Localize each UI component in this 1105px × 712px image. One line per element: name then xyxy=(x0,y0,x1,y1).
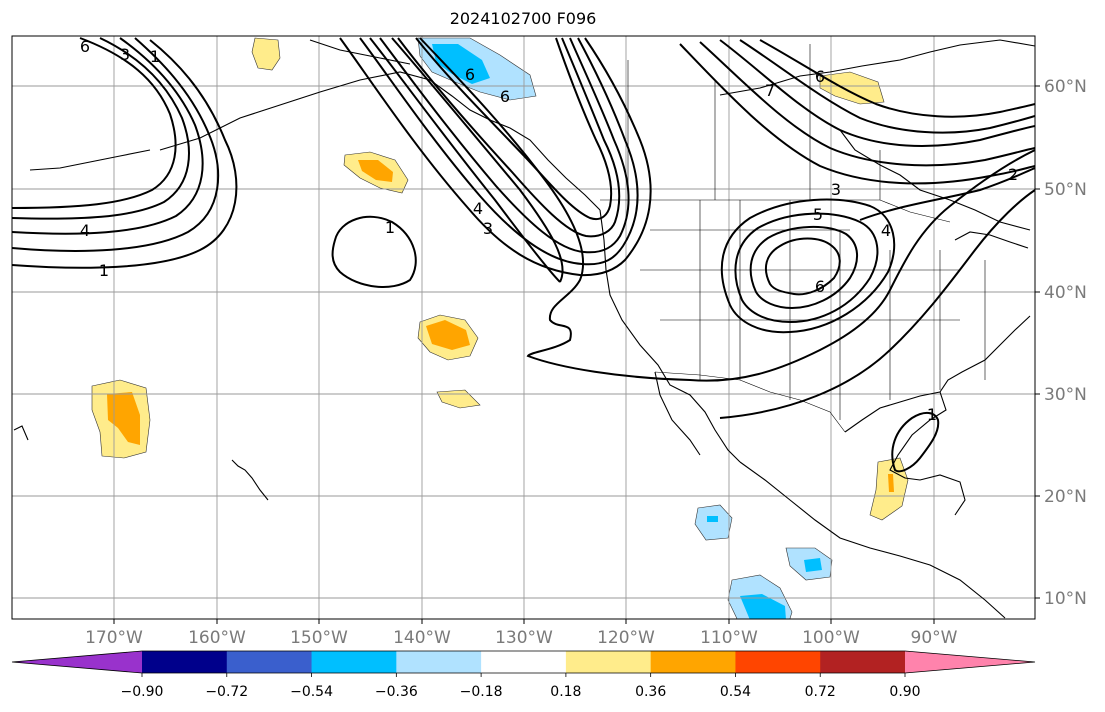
colorbar-segment xyxy=(820,651,906,673)
colorbar-segment xyxy=(565,651,652,673)
colorbar-segment xyxy=(226,651,313,673)
lon-label: 160°W xyxy=(188,628,246,648)
colorbar-tick-label: −0.90 xyxy=(121,684,164,700)
lon-label: 120°W xyxy=(597,628,655,648)
shade-orange-gulf-mexico xyxy=(888,474,894,492)
contour-label: 6 xyxy=(500,87,510,106)
contour-label: 6 xyxy=(80,37,90,56)
colorbar-tick-label: 0.18 xyxy=(550,684,581,700)
shade-yellow-alaska xyxy=(251,37,281,71)
shade-blue-pacific-c xyxy=(740,594,786,619)
lon-label: 130°W xyxy=(495,628,553,648)
colorbar-extend-low xyxy=(12,651,142,673)
contour-label: 3 xyxy=(120,45,130,64)
shade-orange-mid-pacific xyxy=(426,320,470,350)
colorbar-segment xyxy=(396,651,482,673)
contour-label: 1 xyxy=(99,261,109,280)
contour-label: 6 xyxy=(815,67,825,86)
shade-lightblue-pacific-a xyxy=(694,504,733,541)
colorbar-tick-label: 0.72 xyxy=(805,684,836,700)
shade-yellow-small xyxy=(436,389,481,409)
gridlines xyxy=(12,36,1035,619)
contour-label: 6 xyxy=(465,65,475,84)
contour-label: 4 xyxy=(881,221,891,240)
lon-label: 170°W xyxy=(85,628,143,648)
contour-label: 4 xyxy=(473,199,483,218)
lat-label: 30°N xyxy=(1044,385,1087,405)
longitude-axis: 170°W 160°W 150°W 140°W 130°W 120°W 110°… xyxy=(85,619,958,648)
colorbar-segment xyxy=(735,651,821,673)
latitude-axis: 60°N 50°N 40°N 30°N 20°N 10°N xyxy=(1035,77,1087,609)
contour-label: 5 xyxy=(813,205,823,224)
contour-label: 6 xyxy=(815,277,825,296)
colorbar-segment xyxy=(650,651,736,673)
lat-label: 60°N xyxy=(1044,77,1087,97)
contour-label: 1 xyxy=(150,47,160,66)
colorbar-extend-high xyxy=(905,651,1035,673)
lon-label: 140°W xyxy=(393,628,451,648)
map-title: 2024102700 F096 xyxy=(449,9,597,28)
colorbar-tick-label: −0.18 xyxy=(460,684,503,700)
shade-blue-alaska xyxy=(432,44,490,84)
shade-blue-pacific-b xyxy=(804,558,822,572)
shade-orange-west-pacific xyxy=(107,392,140,445)
lon-label: 110°W xyxy=(700,628,758,648)
colorbar-tick-label: 0.36 xyxy=(635,684,666,700)
contour-label: 2 xyxy=(1008,165,1018,184)
colorbar-tick-label: 0.90 xyxy=(889,684,920,700)
lon-label: 150°W xyxy=(290,628,348,648)
colorbar-segment xyxy=(481,651,567,673)
lon-label: 90°W xyxy=(911,628,958,648)
shade-orange-gulf xyxy=(358,160,393,182)
lat-label: 20°N xyxy=(1044,487,1087,507)
contour-label: 3 xyxy=(483,219,493,238)
colorbar-segment xyxy=(142,651,228,673)
contour-labels: 6 3 1 4 1 6 6 4 3 7 6 1 3 5 6 4 2 1 xyxy=(80,37,1018,424)
colorbar-tick-label: 0.54 xyxy=(720,684,751,700)
lon-label: 100°W xyxy=(802,628,860,648)
height-contours xyxy=(12,37,1035,473)
colorbar-tick-label: −0.36 xyxy=(375,684,418,700)
lat-label: 50°N xyxy=(1044,180,1087,200)
contour-label: 1 xyxy=(927,405,937,424)
shade-blue-pacific-a xyxy=(707,516,718,522)
contour-label: 3 xyxy=(831,180,841,199)
lat-label: 10°N xyxy=(1044,589,1087,609)
colorbar-segment xyxy=(311,651,397,673)
colorbar-tick-label: −0.54 xyxy=(290,684,333,700)
lat-label: 40°N xyxy=(1044,283,1087,303)
shaded-anomaly-fields xyxy=(91,37,909,619)
contour-label: 7 xyxy=(765,81,775,100)
colorbar-tick-label: −0.72 xyxy=(205,684,248,700)
map-panel: 6 3 1 4 1 6 6 4 3 7 6 1 3 5 6 4 2 1 xyxy=(12,36,1035,619)
contour-label: 4 xyxy=(80,221,90,240)
colorbar: −0.90 −0.72 −0.54 −0.36 −0.18 0.18 0.36 0.54 0.7… xyxy=(11,650,1036,700)
contour-label: 1 xyxy=(385,218,395,237)
